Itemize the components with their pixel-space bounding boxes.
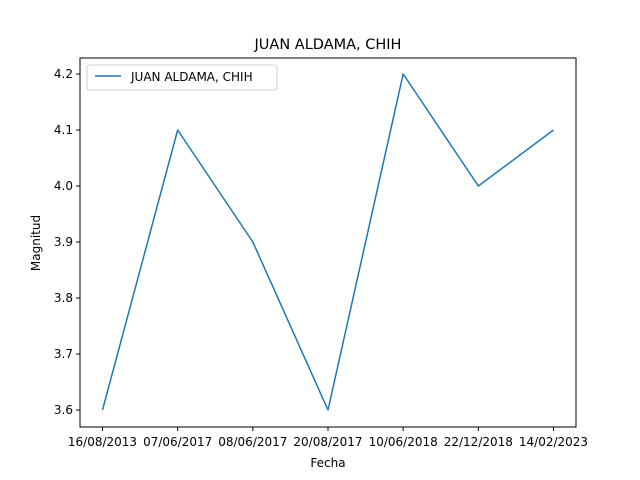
x-tick-label: 10/06/2018 (369, 435, 438, 449)
x-tick-label: 16/08/2013 (68, 435, 137, 449)
legend-entry-label: JUAN ALDAMA, CHIH (130, 70, 253, 84)
plot-area-frame (79, 57, 577, 428)
y-tick-label: 4.1 (54, 123, 73, 137)
x-axis-ticks: 16/08/2013 07/06/2017 08/06/2017 20/08/2017… (68, 427, 588, 449)
y-tick-label: 3.9 (54, 235, 73, 249)
y-tick-label: 3.8 (54, 291, 73, 305)
y-axis-ticks: 3.6 3.7 3.8 3.9 4.0 4.1 4.2 (54, 67, 80, 417)
legend-box (86, 64, 278, 91)
x-axis-label: Fecha (310, 456, 345, 470)
legend: JUAN ALDAMA, CHIH (86, 64, 278, 91)
y-tick-label: 4.0 (54, 179, 73, 193)
x-tick-label: 07/06/2017 (143, 435, 212, 449)
x-tick-label: 22/12/2018 (444, 435, 513, 449)
y-tick-label: 3.6 (54, 403, 73, 417)
series-line-0 (101, 73, 554, 411)
x-tick-label: 14/02/2023 (519, 435, 588, 449)
series-layer (101, 73, 554, 411)
y-axis-label: Magnitud (29, 215, 43, 271)
x-tick-label: 08/06/2017 (218, 435, 287, 449)
chart-title: JUAN ALDAMA, CHIH (254, 37, 402, 53)
y-tick-label: 4.2 (54, 67, 73, 81)
y-tick-label: 3.7 (54, 347, 73, 361)
x-tick-label: 20/08/2017 (293, 435, 362, 449)
